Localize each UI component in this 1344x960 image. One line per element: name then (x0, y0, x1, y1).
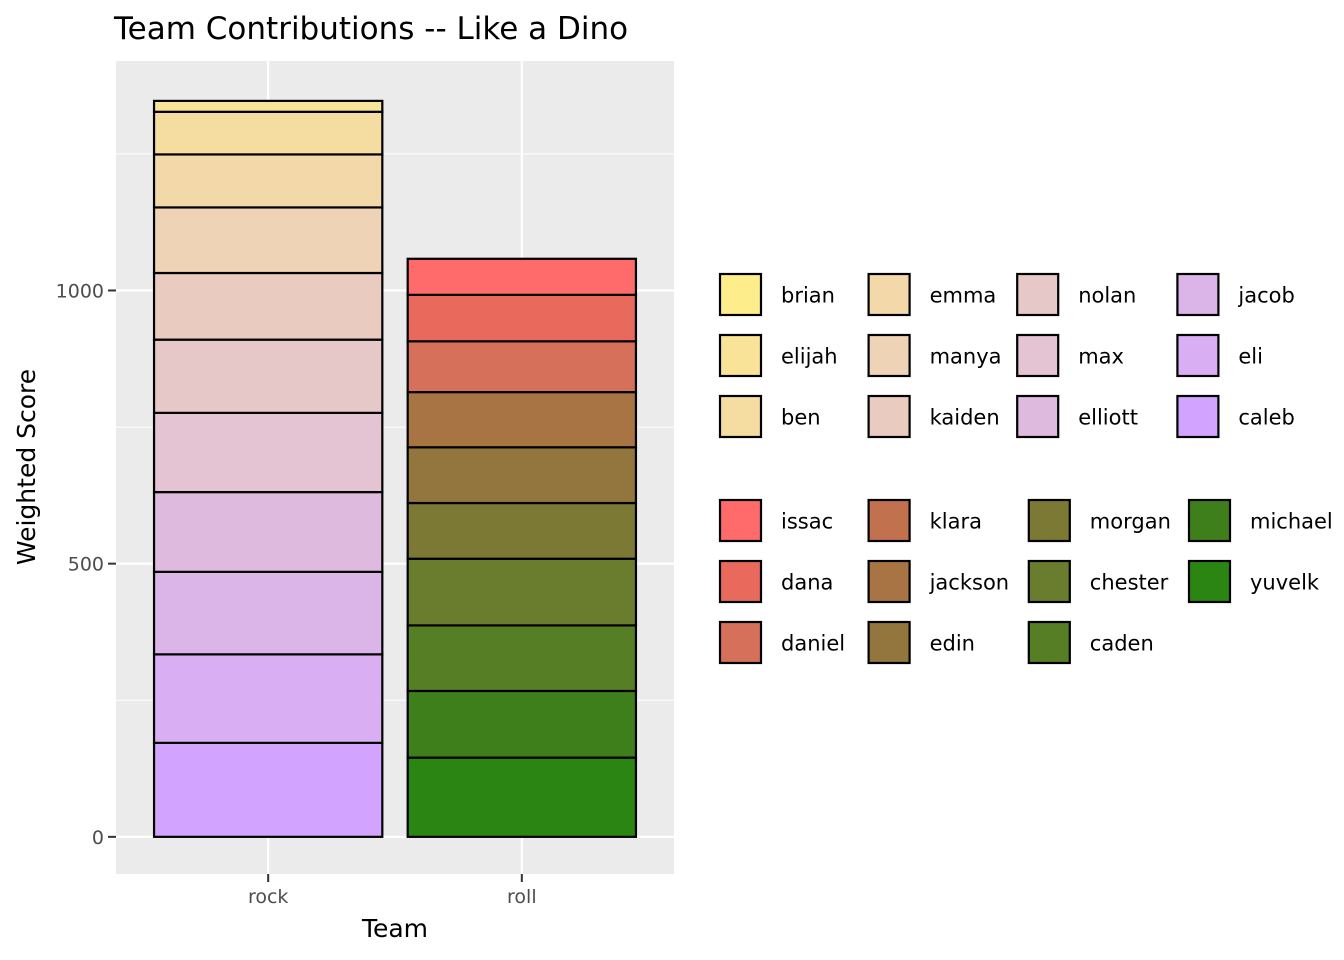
legend-key-chester (1027, 559, 1071, 604)
bar-stacks (152, 99, 638, 838)
legend-label-chester: chester (1090, 571, 1169, 595)
legend-label-dana: dana (781, 571, 833, 595)
y-tick-label: 500 (68, 554, 104, 576)
legend: brian elijah ben emma manya kaiden nolan max ell… (718, 272, 1333, 665)
legend-label-daniel: daniel (781, 632, 845, 656)
bar-segment-rock-nolan (152, 338, 384, 414)
bar-segment-roll-chester (406, 557, 638, 627)
bar-segment-rock-elliott (152, 490, 384, 573)
legend-key-caden (1027, 620, 1071, 665)
bar-segment-rock-ben (152, 110, 384, 156)
legend-key-manya (867, 333, 911, 378)
bar-segment-rock-max (152, 411, 384, 494)
legend-key-elliott (1016, 394, 1060, 439)
bar-segment-roll-michael (406, 689, 638, 759)
bar-segment-rock-kaiden (152, 271, 384, 341)
legend-key-jacob (1176, 272, 1220, 317)
legend-key-yuvelk (1187, 559, 1232, 604)
legend-key-michael (1187, 498, 1232, 543)
legend-key-edin (867, 620, 911, 665)
bar-segment-rock-manya (152, 206, 384, 275)
legend-key-eli (1176, 333, 1220, 378)
legend-key-max (1016, 333, 1060, 378)
legend-label-caden: caden (1090, 632, 1154, 656)
bar-segment-rock-jacob (152, 570, 384, 656)
legend-label-elliott: elliott (1078, 406, 1138, 430)
bar-segment-roll-edin (406, 446, 638, 505)
y-tick-label: 1000 (56, 280, 104, 302)
legend-label-elijah: elijah (781, 345, 838, 369)
bar-segment-roll-morgan (406, 501, 638, 560)
legend-label-brian: brian (781, 284, 835, 308)
legend-label-issac: issac (781, 510, 833, 534)
legend-label-jackson: jackson (929, 571, 1010, 595)
legend-key-issac (718, 498, 763, 543)
bar-segment-roll-issac (406, 257, 638, 296)
bar-segment-roll-daniel (406, 340, 638, 394)
bar-segment-rock-emma (152, 153, 384, 209)
legend-key-dana (718, 559, 763, 604)
bar-segment-rock-elijah (152, 99, 384, 113)
legend-label-eli: eli (1238, 345, 1263, 369)
bar-segment-roll-yuvelk (406, 756, 638, 838)
legend-key-nolan (1016, 272, 1060, 317)
legend-label-michael: michael (1250, 510, 1333, 534)
y-axis-title: Weighted Score (12, 369, 41, 565)
legend-label-nolan: nolan (1078, 284, 1136, 308)
legend-label-edin: edin (930, 632, 975, 656)
bar-segment-roll-jackson (406, 391, 638, 449)
legend-label-yuvelk: yuvelk (1250, 571, 1320, 595)
legend-key-jackson (867, 559, 911, 604)
bar-segment-rock-eli (152, 653, 384, 744)
legend-key-emma (867, 272, 911, 317)
x-tick-label: rock (248, 886, 288, 908)
bar-segment-roll-caden (406, 624, 638, 693)
x-tick-label: roll (507, 886, 537, 908)
legend-label-morgan: morgan (1090, 510, 1171, 534)
legend-label-jacob: jacob (1237, 284, 1294, 308)
legend-label-kaiden: kaiden (930, 406, 1000, 430)
legend-key-brian (718, 272, 763, 317)
legend-key-caleb (1176, 394, 1220, 439)
legend-key-daniel (718, 620, 763, 665)
legend-group-rock: brian elijah ben emma manya kaiden nolan max ell… (718, 272, 1295, 439)
legend-label-ben: ben (781, 406, 821, 430)
legend-key-klara (867, 498, 911, 543)
legend-key-kaiden (867, 394, 911, 439)
legend-label-klara: klara (930, 510, 982, 534)
legend-key-morgan (1027, 498, 1071, 543)
legend-label-emma: emma (930, 284, 997, 308)
legend-group-roll: issac dana daniel klara jackson edin morgan che… (718, 498, 1333, 665)
x-axis-title: Team (361, 914, 428, 943)
legend-label-caleb: caleb (1238, 406, 1295, 430)
chart-title: Team Contributions -- Like a Dino (113, 11, 628, 47)
y-tick-label: 0 (92, 827, 104, 849)
legend-key-ben (718, 394, 763, 439)
bar-segment-rock-caleb (152, 741, 384, 838)
legend-label-manya: manya (930, 345, 1002, 369)
legend-key-elijah (718, 333, 763, 378)
bar-segment-roll-dana (406, 293, 638, 343)
legend-label-max: max (1078, 345, 1124, 369)
axes: 0 500 1000 rock roll (56, 280, 537, 908)
